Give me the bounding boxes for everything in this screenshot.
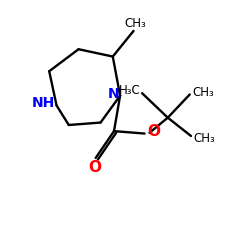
- Text: CH₃: CH₃: [192, 86, 214, 98]
- Text: H₃C: H₃C: [118, 84, 140, 97]
- Text: NH: NH: [32, 96, 56, 110]
- Text: CH₃: CH₃: [194, 132, 215, 145]
- Text: O: O: [88, 160, 101, 175]
- Text: N: N: [108, 88, 119, 102]
- Text: O: O: [147, 124, 160, 139]
- Text: CH₃: CH₃: [124, 16, 146, 30]
